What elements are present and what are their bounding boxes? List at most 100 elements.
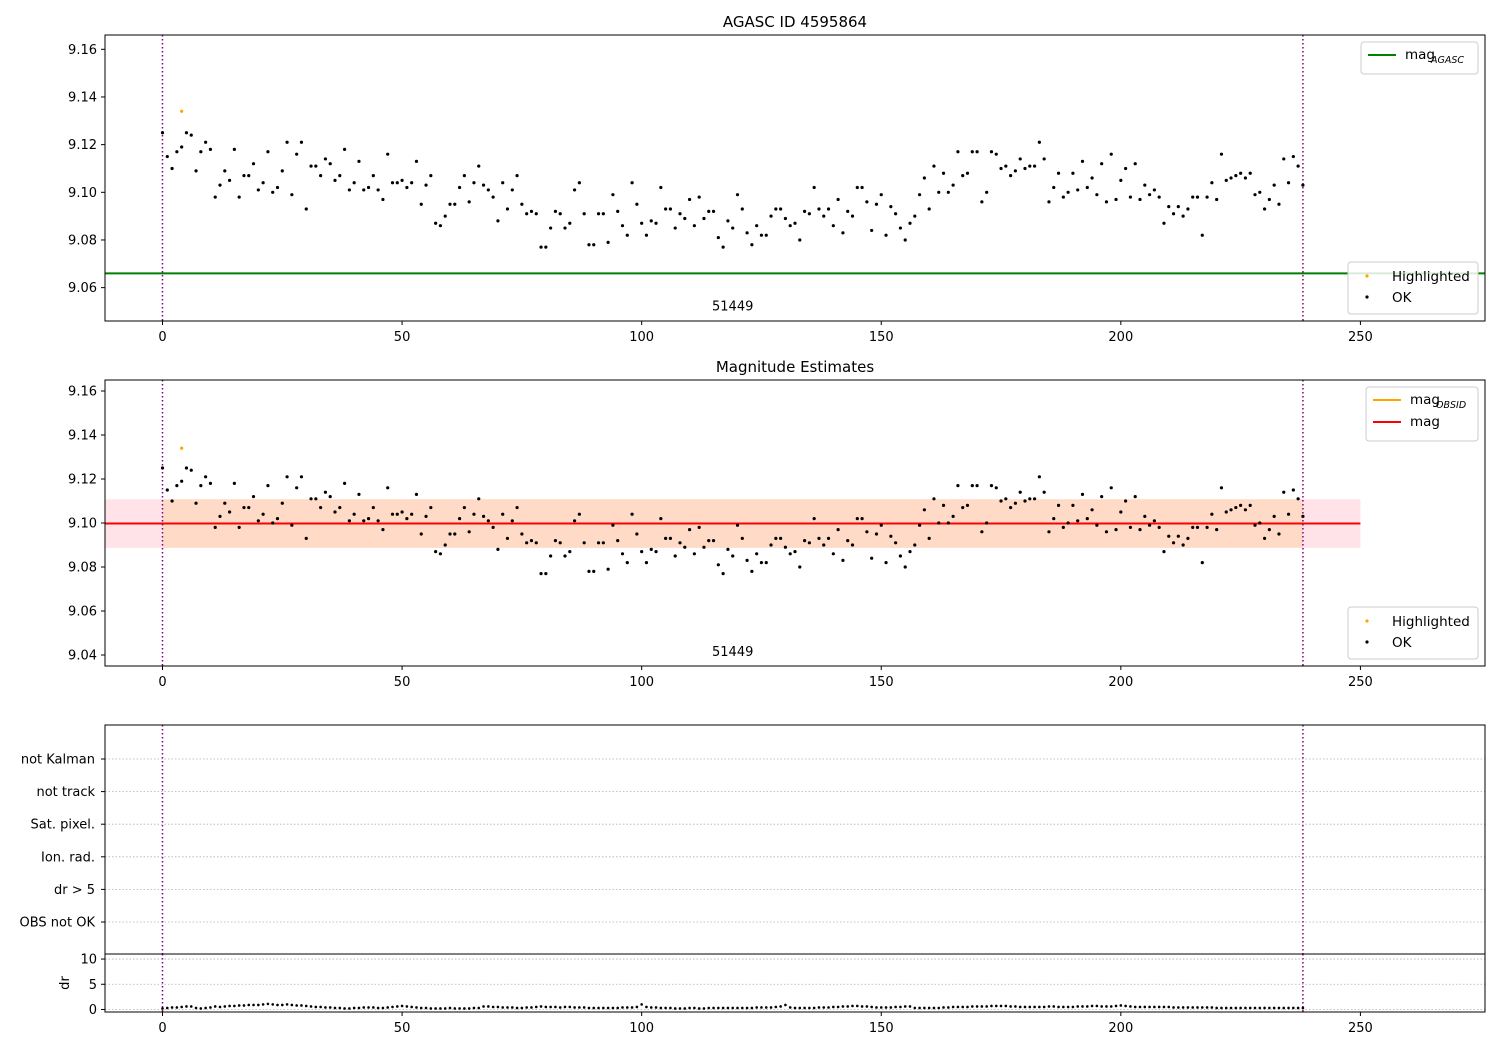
ok-point: [1133, 162, 1137, 166]
dr-point: [774, 1005, 778, 1009]
legend-label-0: mag: [1410, 392, 1440, 408]
dr-point: [1004, 1004, 1008, 1008]
ok-point: [1028, 497, 1032, 501]
dr-point: [257, 1003, 260, 1007]
dr-point: [764, 1006, 768, 1009]
ok-point: [160, 466, 165, 470]
ok-point: [333, 178, 337, 182]
dr-point: [1085, 1005, 1089, 1008]
dr-point: [999, 1004, 1003, 1008]
ok-point: [1061, 195, 1065, 199]
ok-point: [616, 209, 620, 213]
ok-point: [937, 190, 941, 194]
ok-point: [1037, 475, 1041, 479]
y-tick-label: 9.04: [68, 649, 97, 664]
ok-point: [683, 216, 687, 221]
ok-point: [410, 512, 414, 516]
ok-point: [975, 484, 979, 488]
ok-point: [491, 195, 495, 199]
x-tick-label: 0: [158, 330, 166, 345]
ok-point: [769, 214, 773, 218]
ok-point: [462, 506, 466, 510]
flag-category-label: dr > 5: [54, 883, 95, 898]
ok-point: [1262, 207, 1267, 211]
dr-point: [175, 1006, 179, 1009]
ok-point: [841, 558, 845, 563]
ok-point: [985, 521, 989, 525]
x-tick-label: 0: [158, 675, 166, 690]
ok-point: [299, 475, 304, 479]
dr-point: [879, 1006, 883, 1009]
lower-legend-box: [1347, 606, 1479, 660]
ok-point: [486, 519, 490, 523]
y-tick-label: 9.14: [68, 90, 97, 105]
ok-point: [606, 567, 610, 571]
ok-point: [558, 541, 562, 545]
ok-point: [1282, 157, 1286, 161]
ok-point: [1018, 157, 1022, 161]
dr-point: [793, 1006, 797, 1010]
ok-point: [779, 536, 783, 541]
ok-point: [189, 133, 193, 137]
dr-point: [544, 1005, 548, 1009]
ok-point: [501, 181, 505, 185]
ok-point: [448, 532, 452, 536]
x-tick-label: 100: [629, 1021, 654, 1036]
dr-point: [386, 1006, 390, 1009]
ok-point: [304, 207, 308, 211]
ok-point: [572, 188, 577, 192]
ok-point: [884, 561, 888, 565]
ok-point: [592, 243, 596, 247]
ok-point: [965, 503, 970, 507]
ok-point: [280, 501, 284, 505]
dr-point: [1047, 1005, 1051, 1008]
dr-point: [1038, 1005, 1041, 1009]
dr-point: [1258, 1006, 1262, 1010]
ok-point: [256, 519, 260, 523]
ok-point: [865, 530, 869, 534]
ok-point: [457, 185, 462, 190]
ok-point: [894, 541, 898, 545]
ok-point: [711, 539, 716, 543]
ok-point: [1004, 497, 1008, 501]
dr-point: [1057, 1005, 1060, 1009]
chart-title: AGASC ID 4595864: [723, 13, 867, 31]
ok-point: [338, 174, 342, 178]
ok-point: [625, 233, 629, 237]
dr-point: [942, 1006, 945, 1009]
ok-point: [831, 552, 835, 556]
ok-point: [304, 536, 308, 541]
dr-point: [501, 1006, 505, 1009]
dr-point: [467, 1007, 471, 1010]
dr-point: [889, 1006, 893, 1009]
ok-point: [520, 202, 524, 206]
dr-point: [616, 1006, 620, 1010]
dr-point: [530, 1006, 533, 1009]
ok-point: [654, 221, 658, 225]
ok-point: [309, 497, 313, 501]
ok-point: [1042, 490, 1046, 494]
dr-point: [290, 1003, 294, 1007]
ok-point: [357, 492, 361, 496]
legend-marker-0: [1365, 274, 1369, 278]
ok-point: [649, 219, 653, 223]
ok-point: [1009, 174, 1013, 178]
ok-point: [386, 152, 390, 156]
ok-point: [400, 510, 404, 514]
dr-point: [304, 1004, 308, 1008]
ok-point: [678, 212, 682, 216]
ok-point: [582, 212, 586, 216]
ok-point: [870, 556, 874, 560]
ok-point: [601, 212, 605, 216]
dr-point: [209, 1006, 212, 1009]
dr-point: [343, 1007, 346, 1010]
ok-point: [1301, 514, 1305, 519]
ok-point: [1119, 510, 1123, 514]
ok-point: [515, 506, 519, 510]
ok-point: [275, 517, 280, 521]
ok-point: [448, 202, 452, 206]
ok-point: [620, 552, 625, 556]
ok-point: [640, 221, 644, 225]
dr-point: [558, 1006, 562, 1009]
ok-point: [999, 166, 1003, 171]
